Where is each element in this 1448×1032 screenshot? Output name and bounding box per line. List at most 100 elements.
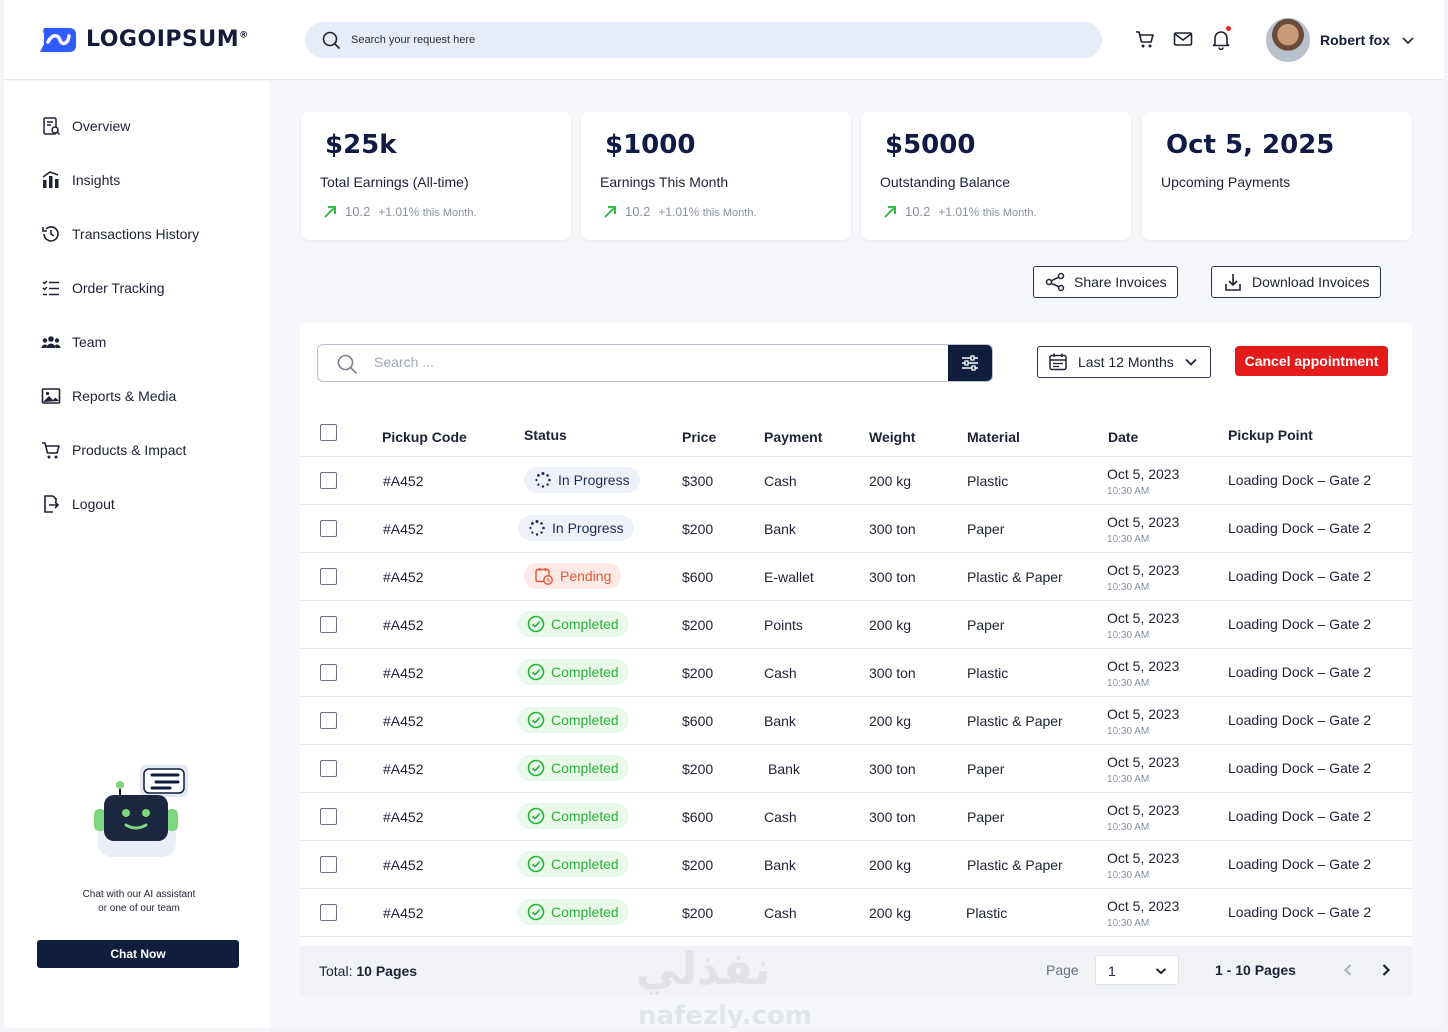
pickup-code: #A452: [383, 809, 424, 825]
sidebar-item-team[interactable]: Team: [40, 331, 106, 353]
table-row[interactable]: #A452 Completed $600 Cash 300 ton Paper Oct 5,…: [300, 793, 1412, 841]
sidebar-item-insights[interactable]: Insights: [40, 169, 120, 191]
stat-label: Upcoming Payments: [1161, 174, 1291, 190]
status-badge: Completed: [517, 755, 629, 781]
col-date[interactable]: Date: [1108, 429, 1139, 445]
pickup-code: #A452: [383, 713, 424, 729]
global-search-input[interactable]: [351, 34, 951, 46]
check-circle-icon: [527, 711, 545, 729]
table-row[interactable]: #A452 In Progress $200 Bank 300 ton Paper Oct …: [300, 505, 1412, 553]
sidebar-item-label: Reports & Media: [72, 388, 177, 404]
sidebar-item-logout[interactable]: Logout: [40, 493, 115, 515]
top-header: LOGOIPSUM® Robert fox: [4, 0, 1444, 80]
status-badge: Completed: [517, 803, 629, 829]
status-badge: Completed: [517, 659, 629, 685]
table-row[interactable]: #A452 In Progress $300 Cash 200 kg Plastic Oct…: [300, 457, 1412, 505]
price: $300: [682, 473, 714, 489]
pickup-point: Loading Dock – Gate 2: [1228, 808, 1372, 824]
trend-up-icon: [884, 205, 896, 218]
sidebar-item-transactions-history[interactable]: Transactions History: [40, 223, 199, 245]
table-row[interactable]: #A452 Completed $200 Bank 200 kg Plastic & Pa…: [300, 841, 1412, 889]
table-row[interactable]: #A452 Completed $200 Points 200 kg Paper Oct 5…: [300, 601, 1412, 649]
table-row[interactable]: #A452 Completed $600 Bank 200 kg Plastic & Pa…: [300, 697, 1412, 745]
next-page-icon[interactable]: [1376, 960, 1396, 980]
row-checkbox[interactable]: [320, 856, 337, 873]
trend-percent: +1.01% this Month.: [658, 204, 757, 219]
stat-value: $25k: [325, 130, 397, 160]
page-select[interactable]: 1: [1095, 955, 1179, 985]
sidebar-item-products-impact[interactable]: Products & Impact: [40, 439, 186, 461]
price: $600: [682, 809, 714, 825]
col-payment[interactable]: Payment: [764, 429, 823, 445]
trend-value: 10.2: [905, 204, 931, 219]
status-badge: Pending: [524, 563, 622, 589]
table-row[interactable]: #A452 Completed $200 Cash 300 ton Plastic Oct …: [300, 649, 1412, 697]
weight: 200 kg: [869, 473, 912, 489]
pickup-code: #A452: [383, 905, 424, 921]
sidebar-item-order-tracking[interactable]: Order Tracking: [40, 277, 165, 299]
col-material[interactable]: Material: [967, 429, 1020, 445]
stat-trend: 10.2 +1.01% this Month.: [323, 204, 477, 219]
row-checkbox[interactable]: [320, 712, 337, 729]
table-search[interactable]: [317, 344, 993, 382]
row-checkbox[interactable]: [320, 664, 337, 681]
col-pickup-code[interactable]: Pickup Code: [382, 429, 467, 445]
row-checkbox[interactable]: [320, 616, 337, 633]
material: Plastic: [967, 665, 1009, 681]
sidebar-item-reports-media[interactable]: Reports & Media: [40, 385, 176, 407]
col-pickup-point[interactable]: Pickup Point: [1228, 427, 1313, 443]
prev-page-icon[interactable]: [1338, 960, 1358, 980]
col-weight[interactable]: Weight: [869, 429, 916, 445]
calendar-icon: [1049, 353, 1067, 371]
status-label: Completed: [551, 664, 619, 680]
watermark-logo: نفذلي nafezly.com: [636, 944, 812, 1028]
row-checkbox[interactable]: [320, 472, 337, 489]
cancel-appointment-button[interactable]: Cancel appointment: [1235, 346, 1388, 376]
select-all-checkbox[interactable]: [320, 424, 337, 441]
check-circle-icon: [527, 903, 545, 921]
stat-label: Outstanding Balance: [880, 174, 1010, 190]
table-row[interactable]: #A452 Completed $200 Bank 300 ton Paper Oct 5,…: [300, 745, 1412, 793]
status-badge: Completed: [517, 899, 629, 925]
sidebar-item-label: Order Tracking: [72, 280, 165, 296]
period-dropdown[interactable]: Last 12 Months: [1037, 346, 1211, 378]
share-invoices-button[interactable]: Share Invoices: [1033, 266, 1178, 298]
status-label: Completed: [551, 712, 619, 728]
col-price[interactable]: Price: [682, 429, 717, 445]
row-checkbox[interactable]: [320, 760, 337, 777]
user-menu[interactable]: Robert fox: [1266, 18, 1416, 62]
svg-text:نفذلي: نفذلي: [636, 944, 771, 995]
table-row[interactable]: #A452 Completed $200 Cash 200 kg Plastic Oct 5…: [300, 889, 1412, 937]
pickup-date: Oct 5, 2023: [1107, 610, 1180, 626]
pickup-code: #A452: [383, 617, 424, 633]
row-checkbox[interactable]: [320, 808, 337, 825]
pickup-date: Oct 5, 2023: [1107, 562, 1180, 578]
row-checkbox[interactable]: [320, 520, 337, 537]
cart-icon[interactable]: [1134, 28, 1156, 50]
brand-logo[interactable]: LOGOIPSUM®: [36, 24, 249, 54]
global-search[interactable]: [305, 22, 1102, 58]
bell-icon[interactable]: [1210, 26, 1232, 51]
pickup-time: 10:30 AM: [1107, 822, 1150, 833]
status-badge: Completed: [517, 611, 629, 637]
material: Paper: [967, 809, 1005, 825]
row-checkbox[interactable]: [320, 904, 337, 921]
table-row[interactable]: #A452 Pending $600 E-wallet 300 ton Plastic &…: [300, 553, 1412, 601]
svg-text:nafezly.com: nafezly.com: [638, 1001, 812, 1028]
stat-label: Total Earnings (All-time): [320, 174, 469, 190]
row-checkbox[interactable]: [320, 568, 337, 585]
weight: 200 kg: [869, 617, 912, 633]
filter-button[interactable]: [948, 345, 992, 381]
col-status[interactable]: Status: [524, 427, 567, 443]
table-search-input[interactable]: [374, 354, 934, 370]
sidebar-item-overview[interactable]: Overview: [40, 115, 130, 137]
mail-icon[interactable]: [1172, 28, 1194, 50]
app-frame: LOGOIPSUM® Robert fox: [4, 0, 1444, 1028]
download-invoices-button[interactable]: Download Invoices: [1211, 266, 1381, 298]
stat-value: $1000: [605, 130, 696, 160]
chevron-down-icon: [1185, 358, 1197, 366]
payment: Bank: [764, 713, 796, 729]
sliders-icon: [962, 355, 978, 371]
chat-now-button[interactable]: Chat Now: [37, 940, 239, 968]
trend-value: 10.2: [625, 204, 651, 219]
